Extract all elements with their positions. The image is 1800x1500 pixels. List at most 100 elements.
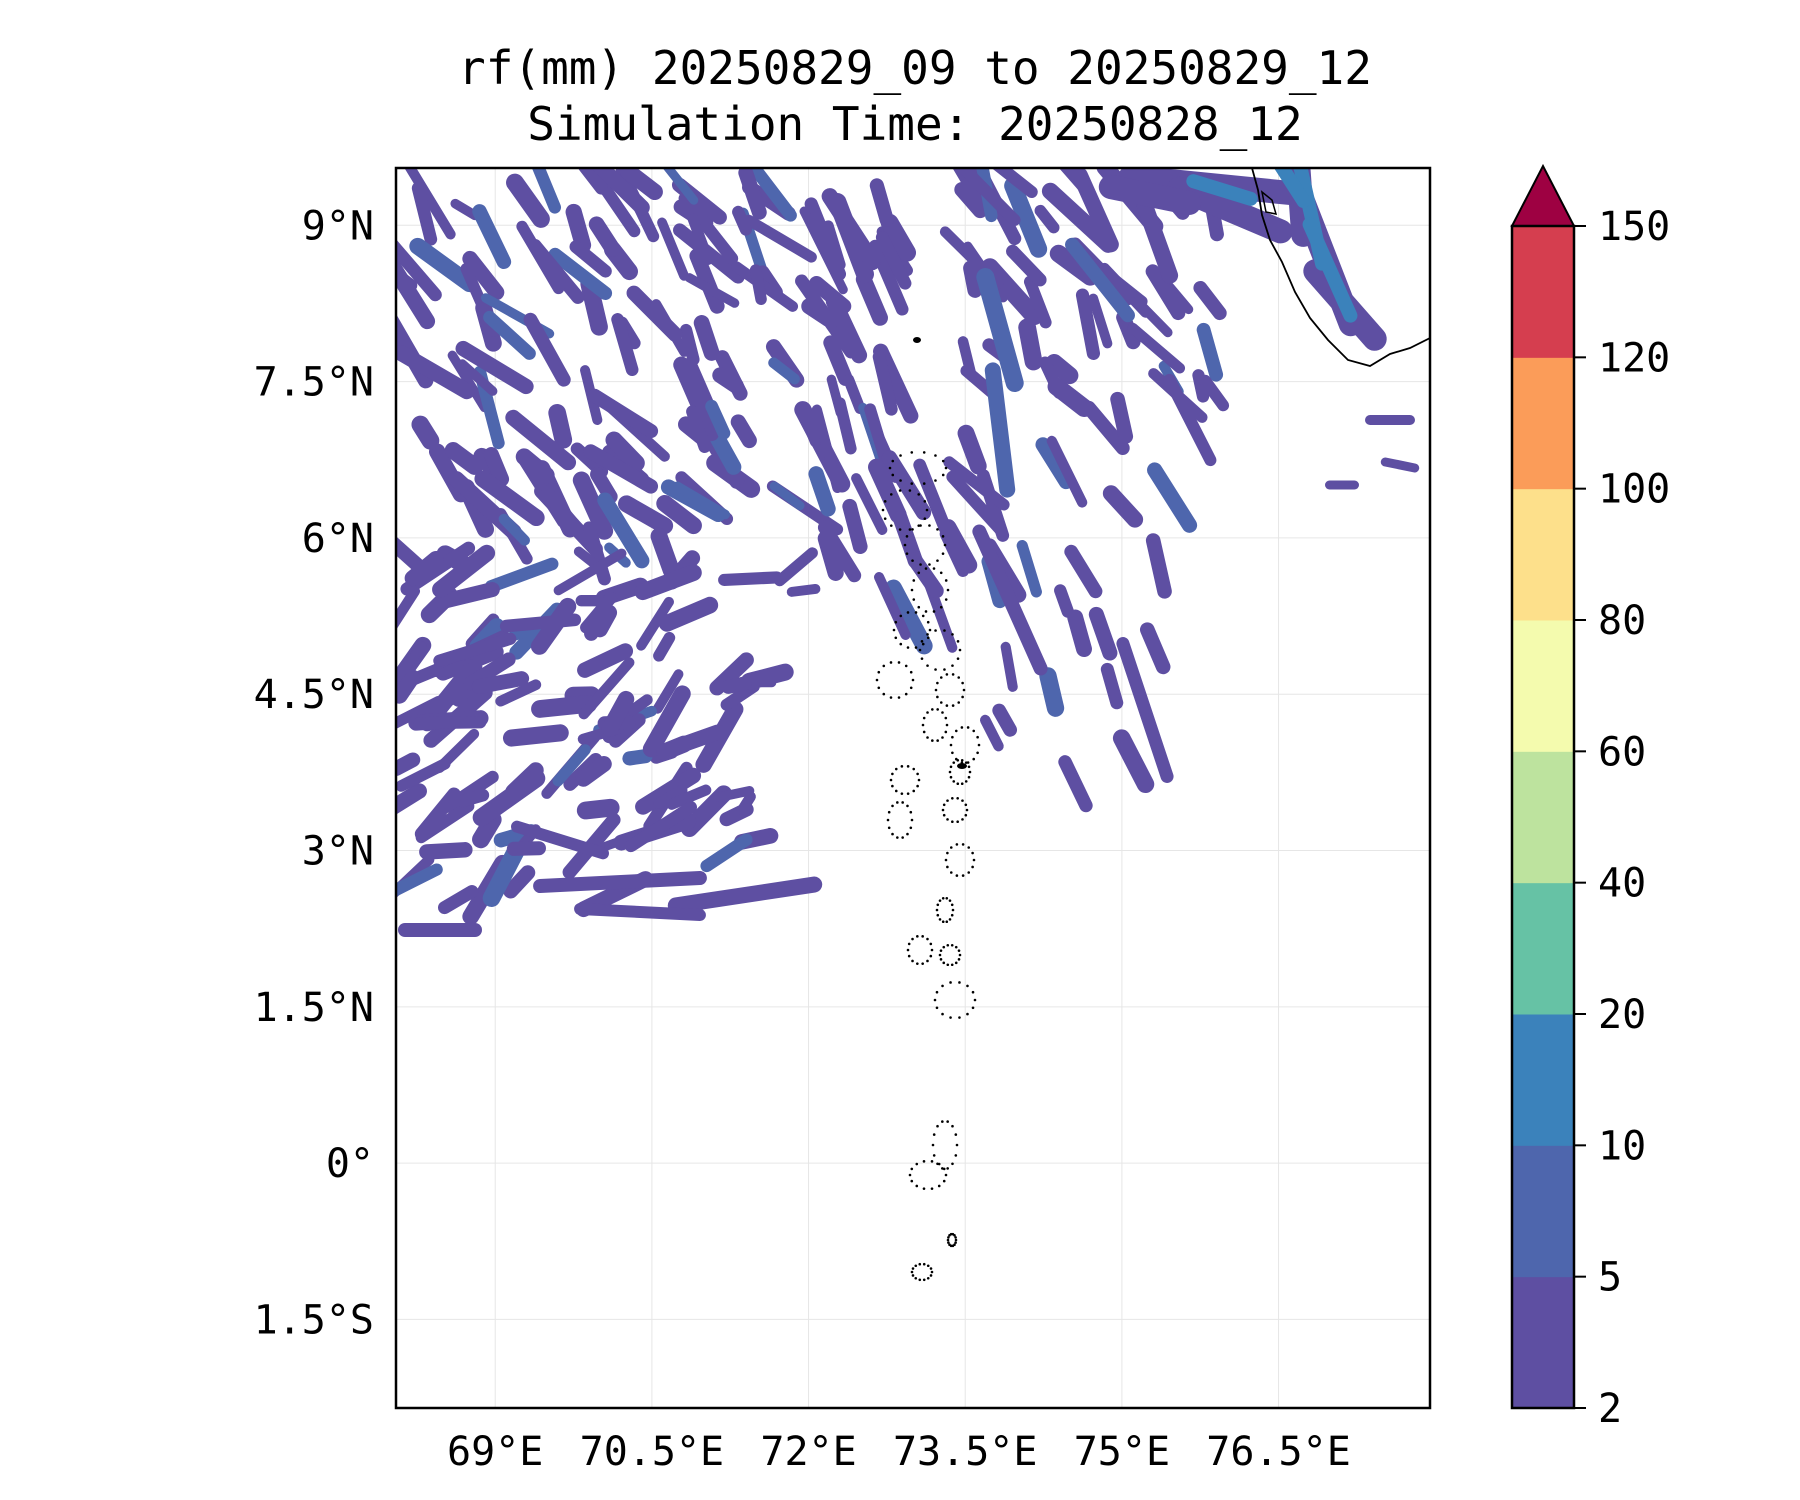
rain-cell: [1273, 168, 1311, 209]
atoll-dot: [941, 535, 945, 538]
atoll-dot: [950, 913, 954, 917]
atoll-dot: [929, 942, 933, 946]
rain-cell: [689, 248, 725, 314]
atoll-dot: [949, 981, 952, 984]
atoll-dot: [950, 963, 954, 967]
rain-cell: [523, 312, 571, 387]
rain-cell: [622, 748, 653, 766]
rain-cell: [658, 596, 719, 632]
atoll-dot: [958, 953, 962, 957]
atoll-dot: [926, 633, 929, 636]
rain-cell: [611, 313, 639, 377]
atoll-dot: [973, 998, 977, 1002]
atoll-dot: [904, 692, 908, 696]
atoll-dot: [946, 1167, 949, 1170]
atoll-dot: [922, 451, 926, 454]
atoll-dot: [936, 681, 939, 685]
rain-cell: [738, 168, 767, 220]
atoll-dot: [926, 959, 929, 963]
rain-cell: [984, 362, 1016, 498]
atoll-dot: [954, 729, 958, 733]
atoll-dot: [945, 920, 949, 923]
rain-cell: [634, 564, 702, 601]
atoll-dot: [922, 730, 926, 734]
atoll-dot: [955, 1143, 959, 1147]
atoll-dot: [877, 670, 881, 674]
atoll-dot: [929, 1267, 933, 1270]
colorbar-tick-label: 80: [1598, 598, 1646, 644]
rain-cell: [548, 247, 613, 301]
colorbar-tick-label: 20: [1598, 992, 1646, 1038]
rain-cell: [419, 842, 473, 860]
atoll-dot: [930, 1270, 934, 1274]
atoll-dot: [881, 508, 885, 512]
atoll-dot: [932, 1154, 936, 1157]
rain-cell: [635, 767, 702, 815]
india-coastline: [1251, 168, 1430, 367]
atoll-dot: [922, 716, 926, 720]
atoll-dot: [944, 579, 948, 582]
atoll-dot: [944, 716, 948, 720]
colorbar-tick-label: 5: [1598, 1255, 1622, 1301]
atoll-dot: [883, 500, 887, 503]
colorbar-segment: [1512, 488, 1574, 621]
atoll-dot: [911, 1274, 915, 1277]
atoll-dot: [937, 1184, 941, 1188]
rain-cell: [433, 632, 517, 667]
atoll-dot: [898, 489, 902, 492]
atoll-dot: [909, 810, 913, 814]
rain-cell: [740, 663, 794, 690]
atoll-dot: [882, 692, 886, 696]
atoll-dot: [889, 778, 893, 782]
rain-cell: [672, 481, 730, 520]
atoll-dot: [941, 808, 945, 812]
rain-cell: [396, 239, 442, 302]
atoll-dot: [951, 664, 954, 667]
atoll-dot: [967, 775, 971, 779]
lat-tick-label: 1.5°S: [254, 1297, 374, 1343]
rain-cell: [516, 220, 565, 295]
atoll-dot: [882, 664, 886, 668]
atoll-dot: [926, 664, 929, 667]
rain-cell: [1127, 322, 1186, 374]
atoll-dot: [910, 1270, 914, 1274]
rain-cell: [432, 544, 496, 598]
rain-cell: [811, 404, 843, 494]
rain-cell: [1112, 729, 1155, 794]
atoll-dot: [971, 990, 975, 994]
atoll-dot: [921, 642, 925, 646]
atoll-dot: [944, 598, 948, 601]
rain-cell: [1192, 369, 1210, 403]
atoll-dot: [946, 943, 950, 947]
atoll-dot: [900, 792, 904, 795]
atoll-dot: [921, 723, 925, 727]
colorbar-tick-label: 2: [1598, 1386, 1622, 1432]
rain-cell: [583, 444, 659, 494]
island: [957, 763, 967, 769]
atoll-dot: [956, 657, 960, 660]
rain-cell: [588, 216, 621, 258]
rain-cell: [484, 557, 559, 593]
rain-cell: [404, 550, 444, 587]
atoll-dot: [917, 605, 921, 609]
rain-cell: [673, 356, 720, 442]
rain-cell: [823, 335, 853, 386]
rain-cell: [605, 431, 645, 472]
atoll-dot: [946, 818, 949, 821]
atoll-dot: [944, 466, 948, 470]
latitude-ticks: 9°N 7.5°N 6°N 4.5°N 3°N 1.5°N 0° 1.5°S: [254, 203, 374, 1343]
atoll-dot: [912, 767, 916, 771]
rain-cell: [730, 414, 757, 449]
rain-cell: [874, 572, 911, 640]
rain-cell: [875, 231, 912, 290]
atoll-dot: [917, 778, 921, 782]
atoll-dot: [934, 629, 937, 632]
atoll-dot: [961, 695, 964, 699]
lon-tick-label: 73.5°E: [893, 1429, 1038, 1475]
atoll-dot: [912, 789, 916, 793]
atoll-dot: [900, 765, 904, 768]
rain-cell: [553, 548, 627, 596]
atoll-dot: [967, 846, 971, 849]
atoll-dot: [962, 688, 966, 692]
rain-cell: [656, 494, 702, 535]
